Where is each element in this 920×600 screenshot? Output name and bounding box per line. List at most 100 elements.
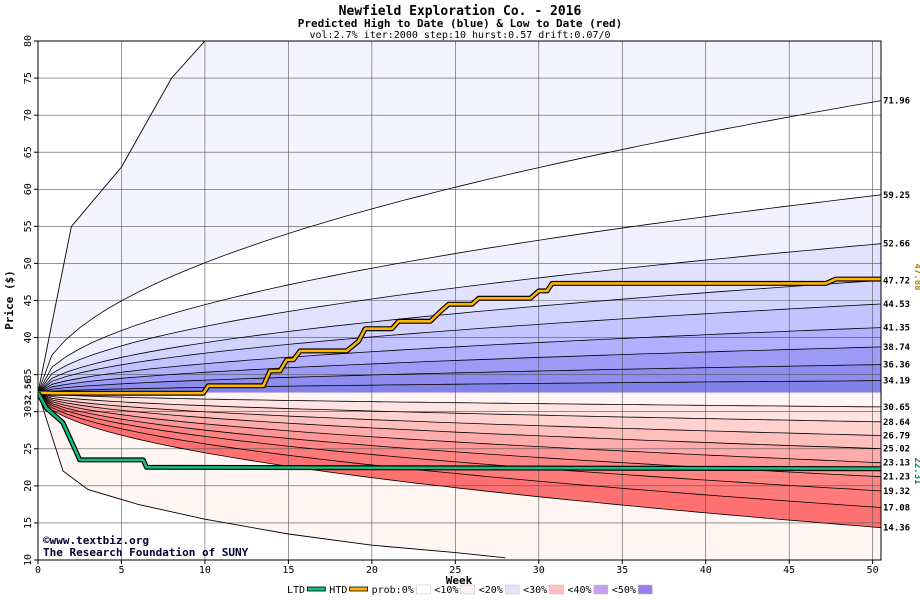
x-tick-label: 35 xyxy=(616,565,628,576)
legend-label: <40% xyxy=(568,585,592,596)
band-boundary-line xyxy=(38,392,881,449)
band-high-0 xyxy=(38,380,881,393)
credit: ©www.textbiz.org The Research Foundation… xyxy=(43,534,249,559)
x-tick-label: 5 xyxy=(118,565,124,576)
x-axis-label: Week xyxy=(446,574,473,587)
band-low-0 xyxy=(38,392,881,407)
x-tick-label: 40 xyxy=(700,565,712,576)
high-band-end-label: 36.36 xyxy=(883,361,910,371)
copyright-site: ©www.textbiz.org xyxy=(43,534,149,547)
high-band-end-label: 71.96 xyxy=(883,97,910,107)
low-band-end-label: 28.64 xyxy=(883,418,911,428)
band-boundary-line xyxy=(38,392,881,436)
band-boundary-line xyxy=(38,392,881,492)
band-boundary-line xyxy=(38,380,881,394)
high-band-end-label: 44.53 xyxy=(883,300,910,310)
y-tick-label: 30 xyxy=(23,406,34,418)
y-tick-label: 20 xyxy=(23,480,34,492)
band-boundary-line xyxy=(38,327,881,394)
x-tick-label: 0 xyxy=(35,565,41,576)
y-tick-label: 65 xyxy=(23,146,34,158)
legend-color-swatch xyxy=(638,584,653,595)
low-band-end-label: 17.08 xyxy=(883,504,910,514)
x-tick-label: 25 xyxy=(449,565,461,576)
high-to-date-end-label: 47.88 xyxy=(912,263,920,290)
high-band-end-label: 59.25 xyxy=(883,191,910,201)
legend-label: <30% xyxy=(523,585,547,596)
legend-label: prob:0% xyxy=(372,585,414,596)
low-band-end-label: 26.79 xyxy=(883,432,910,442)
y-tick-label: 70 xyxy=(23,109,34,121)
band-boundary-line xyxy=(38,303,881,394)
chart-subtitle: Predicted High to Date (blue) & Low to D… xyxy=(298,17,623,30)
low-band-end-label: 21.23 xyxy=(883,473,910,483)
low-band-end-label: 30.65 xyxy=(883,403,910,413)
legend: LTD HTD prob:0% <10% <20% <30% <40% <50% xyxy=(287,584,653,596)
x-tick-label: 50 xyxy=(867,565,879,576)
band-boundary-line xyxy=(38,364,881,394)
legend-label: <10% xyxy=(434,585,458,596)
band-boundary-line xyxy=(38,392,881,423)
band-boundary-line xyxy=(38,392,881,408)
x-tick-label: 15 xyxy=(282,565,294,576)
legend-label: LTD xyxy=(287,585,305,596)
x-tick-label: 45 xyxy=(783,565,795,576)
y-tick-label: 60 xyxy=(23,183,34,195)
simulation-params: vol:2.7% iter:2000 step:10 hurst:0.57 dr… xyxy=(309,30,610,41)
x-tick-label: 30 xyxy=(533,565,545,576)
y-tick-label: 10 xyxy=(23,554,34,566)
outer-low-boundary xyxy=(38,392,506,559)
y-tick-label: 40 xyxy=(23,332,34,344)
outer-high-boundary xyxy=(38,41,206,393)
y-tick-label: 55 xyxy=(23,220,34,232)
band-boundary-line xyxy=(38,243,881,393)
y-axis-label: Price ($) xyxy=(3,270,16,330)
high-band-end-label: 41.35 xyxy=(883,324,910,334)
y-tick-label: 45 xyxy=(23,294,34,306)
legend-color-swatch xyxy=(549,584,564,595)
high-band-end-label: 38.74 xyxy=(883,343,911,353)
low-band-end-label: 25.02 xyxy=(883,445,910,455)
band-boundary-line xyxy=(38,194,881,393)
y-tick-label: 25 xyxy=(23,443,34,455)
low-to-date-end-label: 22.31 xyxy=(912,457,920,484)
band-boundary-line xyxy=(38,100,881,393)
series-lines xyxy=(38,276,881,472)
low-band-end-label: 14.36 xyxy=(883,524,910,534)
legend-line-swatch xyxy=(306,586,326,592)
low-band-end-label: 19.32 xyxy=(883,487,910,497)
high-to-date-line xyxy=(38,277,881,395)
y-tick-label: 75 xyxy=(23,72,34,84)
legend-color-swatch xyxy=(593,584,609,595)
band-boundary-line xyxy=(38,279,881,393)
chart-title: Newfield Exploration Co. - 2016 xyxy=(339,4,582,19)
legend-label: <20% xyxy=(479,585,503,596)
legend-line-swatch xyxy=(349,586,369,592)
band-boundary-line xyxy=(38,392,881,529)
low-to-date-line xyxy=(38,392,881,470)
high-band-end-label: 47.72 xyxy=(883,276,910,286)
copyright-org: The Research Foundation of SUNY xyxy=(43,546,249,559)
legend-color-swatch xyxy=(460,584,475,595)
x-tick-label: 10 xyxy=(199,565,211,576)
low-band-end-label: 23.13 xyxy=(883,459,910,469)
grid xyxy=(38,41,881,560)
legend-label: HTD xyxy=(329,585,347,596)
band-boundary-line xyxy=(38,392,881,508)
high-band-end-label: 34.19 xyxy=(883,377,910,387)
legend-label: <50% xyxy=(612,585,636,596)
y-tick-label: 80 xyxy=(23,35,34,47)
x-tick-label: 20 xyxy=(366,565,378,576)
y-tick-label: 35 xyxy=(23,369,34,381)
axis-ticks: 0 5 10 15 20 25 30 35 40 45 50 10 15 20 25 30 35 40 45 50 55… xyxy=(23,35,879,576)
start-price-label: 32.56 xyxy=(24,378,34,405)
legend-color-swatch xyxy=(416,584,431,595)
band-boundary-line xyxy=(38,346,881,394)
band-boundary-line xyxy=(38,392,881,464)
legend-color-swatch xyxy=(504,584,520,595)
high-band-end-label: 52.66 xyxy=(883,240,910,250)
band-end-labels: 34.19 36.36 38.74 41.35 44.53 47.72 52.66 59.25… xyxy=(883,97,911,534)
y-tick-label: 15 xyxy=(23,517,34,529)
y-tick-label: 50 xyxy=(23,257,34,269)
